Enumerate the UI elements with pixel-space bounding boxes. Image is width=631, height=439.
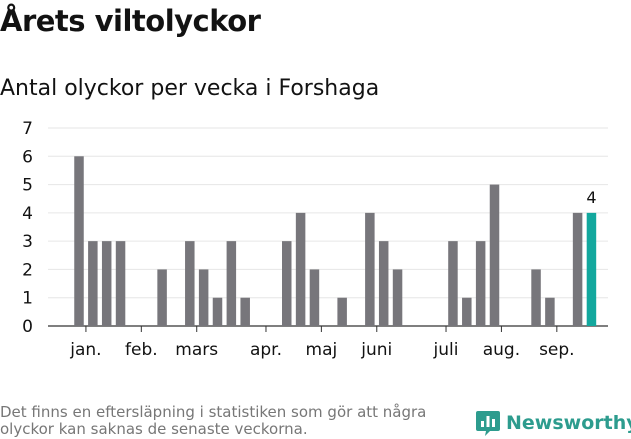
x-tick-label: aug.: [483, 340, 520, 360]
footnote: Det finns en eftersläpning i statistiken…: [0, 403, 427, 438]
bar: [185, 241, 195, 326]
brand-name: Newsworthy: [506, 412, 631, 434]
bar: [475, 241, 486, 326]
bar: [212, 297, 223, 326]
x-tick-label: mars: [175, 340, 218, 360]
bar: [157, 269, 167, 326]
x-tick-label: jan.: [69, 340, 101, 360]
bar: [448, 241, 458, 326]
x-tick-label: juni: [360, 340, 392, 360]
bar: [545, 297, 555, 326]
x-tick-label: apr.: [250, 340, 282, 360]
highlighted-bar: [586, 212, 597, 326]
chart-title: Årets viltolyckor: [0, 4, 261, 38]
bar: [309, 269, 320, 326]
bar: [392, 269, 403, 326]
y-tick-label: 4: [22, 204, 33, 224]
bar: [572, 212, 583, 326]
y-tick-label: 1: [22, 289, 33, 309]
bar: [115, 241, 126, 326]
brand-logo: Newsworthy: [476, 409, 631, 437]
y-tick-label: 7: [22, 119, 33, 139]
bar: [531, 269, 541, 326]
bar: [378, 241, 389, 326]
bar: [101, 241, 112, 326]
bar: [74, 156, 84, 326]
bar: [240, 297, 250, 326]
y-tick-label: 5: [22, 176, 33, 196]
bar-chart: 0 1 2 3 4 5 6 7 4 jan. feb. mars apr. maj juni juli aug.…: [22, 119, 608, 360]
bar: [88, 241, 98, 326]
x-tick-label: sep.: [539, 340, 575, 360]
bar: [337, 297, 347, 326]
bar: [198, 269, 209, 326]
x-tick-label: juli: [433, 340, 459, 360]
newsworthy-logo-icon: [476, 411, 500, 436]
x-tick-label: feb.: [125, 340, 158, 360]
bar: [282, 241, 292, 326]
bar: [226, 241, 237, 326]
bar: [295, 212, 306, 326]
bar: [365, 212, 375, 326]
bar: [462, 297, 472, 326]
data-label: 4: [586, 188, 596, 207]
bar: [489, 184, 500, 326]
y-tick-label: 0: [22, 317, 33, 337]
y-tick-label: 6: [22, 147, 33, 167]
chart-subtitle: Antal olyckor per vecka i Forshaga: [0, 76, 380, 101]
x-tick-label: maj: [306, 340, 338, 360]
y-tick-label: 3: [22, 232, 33, 252]
y-tick-label: 2: [22, 260, 33, 280]
